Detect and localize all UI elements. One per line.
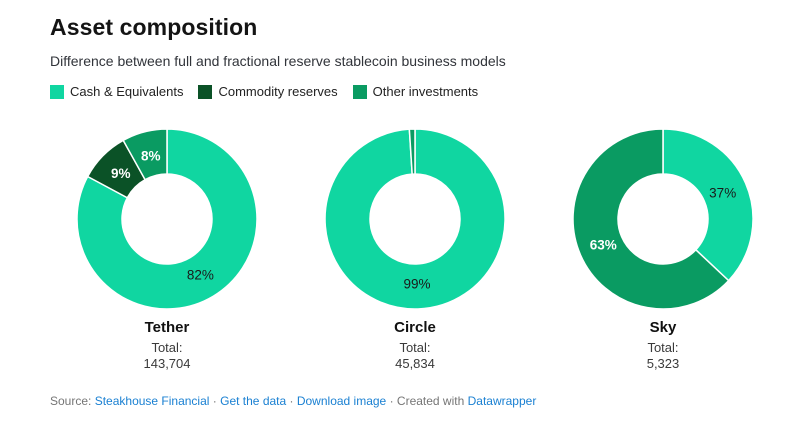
pie-column-sky: 37% 63% Sky Total: 5,323 <box>539 128 787 373</box>
legend-swatch-other-investments <box>352 84 367 99</box>
pie-name: Tether <box>144 319 190 336</box>
donut-chart-circle: 99% <box>324 128 506 310</box>
footer: Source: Steakhouse Financial · Get the d… <box>50 394 536 408</box>
legend-item-cash-equivalents: Cash & Equivalents <box>50 84 183 99</box>
pie-column-circle: 99% Circle Total: 45,834 <box>291 128 539 373</box>
separator-dot: · <box>209 394 221 408</box>
pie-total-label: Total: <box>399 340 431 355</box>
pie-name: Circle <box>394 319 436 336</box>
source-link-steakhouse-financial[interactable]: Steakhouse Financial <box>94 394 210 408</box>
donut-slice <box>122 128 168 181</box>
donut-row: 82% 9% 8% Tether Total: 143,704 99% Circle… <box>43 128 787 373</box>
slice-percent-label: 9% <box>111 166 131 181</box>
source-label: Source: <box>50 394 95 408</box>
pie-total-value: 5,323 <box>646 356 680 372</box>
get-the-data-link[interactable]: Get the data <box>220 394 287 408</box>
donut-chart-tether: 82% 9% 8% <box>76 128 258 310</box>
pie-total-value: 45,834 <box>395 356 435 372</box>
legend-item-other-investments: Other investments <box>352 84 479 99</box>
separator-dot: · <box>386 394 397 408</box>
created-with-label: Created with <box>396 394 468 408</box>
slice-percent-label: 37% <box>709 186 736 201</box>
pie-total-label: Total: <box>151 340 183 355</box>
pie-total-label: Total: <box>647 340 679 355</box>
donut-slice <box>408 128 416 175</box>
slice-percent-label: 63% <box>590 237 617 252</box>
pie-total-value: 143,704 <box>143 356 191 372</box>
pie-name: Sky <box>649 319 677 336</box>
legend-item-commodity-reserves: Commodity reserves <box>198 84 338 99</box>
pie-column-tether: 82% 9% 8% Tether Total: 143,704 <box>43 128 291 373</box>
chart-subtitle: Difference between full and fractional r… <box>50 53 506 69</box>
donut-slice <box>572 128 730 310</box>
legend-label: Other investments <box>372 84 479 99</box>
legend-label: Cash & Equivalents <box>70 84 184 99</box>
donut-slice <box>662 128 754 282</box>
legend-swatch-cash-equivalents <box>50 84 64 99</box>
download-image-link[interactable]: Download image <box>296 394 387 408</box>
chart-title: Asset composition <box>50 14 258 40</box>
legend-label: Commodity reserves <box>218 84 338 99</box>
datawrapper-link[interactable]: Datawrapper <box>467 394 537 408</box>
slice-percent-label: 99% <box>403 277 430 292</box>
donut-slice <box>76 128 258 310</box>
legend: Cash & Equivalents Commodity reserves Ot… <box>50 84 478 99</box>
slice-percent-label: 8% <box>141 149 161 164</box>
legend-swatch-commodity-reserves <box>198 84 213 99</box>
separator-dot: · <box>286 394 297 408</box>
donut-chart-sky: 37% 63% <box>572 128 754 310</box>
slice-percent-label: 82% <box>187 267 214 282</box>
donut-slice <box>324 128 506 310</box>
